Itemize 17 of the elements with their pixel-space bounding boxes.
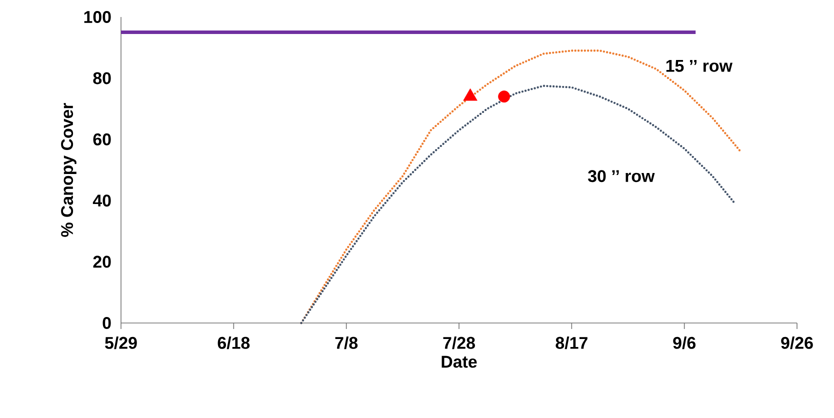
y-tick-label: 60	[93, 133, 111, 146]
x-tick-label: 8/17	[556, 336, 588, 350]
y-tick-label: 100	[84, 11, 111, 23]
x-tick-label: 9/6	[673, 336, 696, 350]
x-tick-label: 7/8	[335, 336, 358, 350]
x-axis-title: Date	[442, 356, 477, 368]
x-tick-label: 9/26	[781, 336, 813, 350]
x-tick-label: 7/28	[443, 336, 475, 350]
annotation: 15 ’’ row	[666, 60, 732, 72]
x-tick-label: 6/18	[218, 336, 250, 350]
y-axis-title: % Canopy Cover	[61, 102, 76, 237]
x-tick-label: 5/29	[105, 336, 137, 350]
y-tick-label: 0	[102, 317, 111, 329]
y-tick-label: 20	[93, 256, 111, 268]
y-tick-label: 80	[93, 72, 111, 84]
annotation: 30 ’’ row	[588, 170, 655, 182]
y-tick-label: 40	[92, 194, 111, 207]
